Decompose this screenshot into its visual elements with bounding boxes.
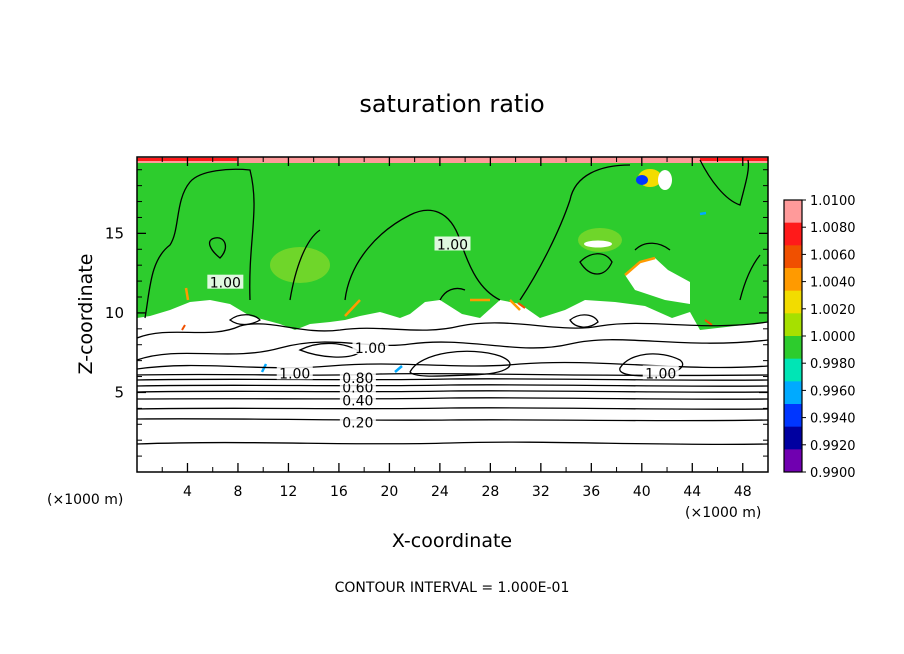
colorbar-label: 1.0080	[810, 221, 856, 236]
contour-label-bg	[642, 365, 679, 380]
contour-label: 1.00	[645, 366, 676, 382]
contour-label-bg	[339, 414, 376, 429]
y-axis-label: Z-coordinate	[75, 254, 97, 375]
x-unit-label-left: (×1000 m)	[47, 492, 123, 508]
white-patch	[584, 240, 612, 248]
colorbar-swatch	[784, 381, 802, 405]
contour-label: 0.40	[342, 393, 373, 409]
y-tick-label: 5	[114, 383, 124, 401]
colorbar: 1.0100 1.0080 1.0060 1.0040 1.0020 1.0000 0.99…	[783, 194, 856, 481]
contour-label: 1.00	[355, 341, 386, 357]
x-tick-label: 28	[481, 484, 499, 500]
contour-interval-note: CONTOUR INTERVAL = 1.000E-01	[335, 580, 570, 596]
contour-label-bg	[276, 365, 313, 380]
contour-label: 1.00	[437, 238, 468, 254]
colorbar-swatch	[784, 200, 802, 224]
x-tick-label: 36	[582, 484, 600, 500]
plot-frame	[136, 156, 769, 473]
plot-area: 0.20 0.400.600.80 1.00 1.00 1.00 1.00 1.00	[137, 157, 768, 472]
y-tick-label: 10	[105, 304, 124, 322]
chart-title: saturation ratio	[359, 90, 544, 118]
colorbar-label: 0.9940	[810, 412, 856, 427]
x-tick-label: 48	[734, 484, 752, 500]
white-patch	[625, 258, 690, 304]
colorbar-swatch	[784, 426, 802, 450]
colorbar-label: 0.9900	[810, 466, 856, 481]
colorbar-swatch	[784, 449, 802, 473]
light-green-patch	[270, 247, 330, 283]
anomaly-white	[658, 170, 672, 190]
contour-label-bg	[339, 370, 376, 385]
colorbar-label: 0.9980	[810, 357, 856, 372]
red-edge	[181, 302, 713, 331]
colorbar-label: 1.0100	[810, 194, 856, 209]
contour-label: 1.00	[279, 366, 310, 382]
x-tick-label: 20	[380, 484, 398, 500]
contour-label: 1.00	[210, 276, 241, 292]
colorbar-swatch	[784, 336, 802, 360]
x-tick-label: 8	[233, 484, 242, 500]
contour-label: 0.60	[342, 381, 373, 397]
x-tick-label: 16	[330, 484, 348, 500]
contour-labels: 0.20 0.400.600.80 1.00 1.00 1.00 1.00 1.00	[207, 236, 679, 432]
y-axis: 5 10 15	[105, 169, 768, 457]
colorbar-swatch	[784, 358, 802, 382]
colorbar-label: 0.9960	[810, 384, 856, 399]
colorbar-label: 1.0000	[810, 330, 856, 345]
contour-label-bg	[207, 274, 244, 289]
anomaly-blue	[636, 175, 648, 185]
colorbar-swatch	[784, 245, 802, 269]
top-band-red	[700, 158, 768, 161]
orange-edge	[184, 256, 656, 317]
x-tick-label: 4	[183, 484, 192, 500]
contour-label: 0.20	[342, 416, 373, 432]
top-band	[137, 157, 768, 163]
x-tick-label: 44	[683, 484, 701, 500]
light-green-patch	[578, 228, 622, 252]
x-axis: 4 8 12 16 20 24 28 32 36 40 44 48	[161, 157, 752, 500]
contour-label-bg	[352, 339, 389, 354]
x-unit-label-right: (×1000 m)	[685, 505, 761, 521]
x-tick-label: 12	[280, 484, 298, 500]
contour-label: 0.80	[342, 371, 373, 387]
colorbar-swatch	[784, 290, 802, 314]
y-tick-label: 15	[105, 224, 124, 242]
x-axis-label: X-coordinate	[392, 530, 512, 552]
contour-label-bg	[339, 392, 376, 407]
contour-label-bg	[434, 236, 471, 251]
colorbar-swatch	[784, 222, 802, 246]
colorbar-label: 0.9920	[810, 439, 856, 454]
x-tick-label: 40	[633, 484, 651, 500]
colorbar-label: 1.0020	[810, 303, 856, 318]
colorbar-swatch	[784, 404, 802, 428]
x-tick-label: 24	[431, 484, 449, 500]
colorbar-label: 1.0040	[810, 276, 856, 291]
colorbar-swatch	[784, 268, 802, 292]
colorbar-swatch	[784, 313, 802, 337]
colorbar-label: 1.0060	[810, 248, 856, 263]
x-tick-label: 32	[532, 484, 550, 500]
